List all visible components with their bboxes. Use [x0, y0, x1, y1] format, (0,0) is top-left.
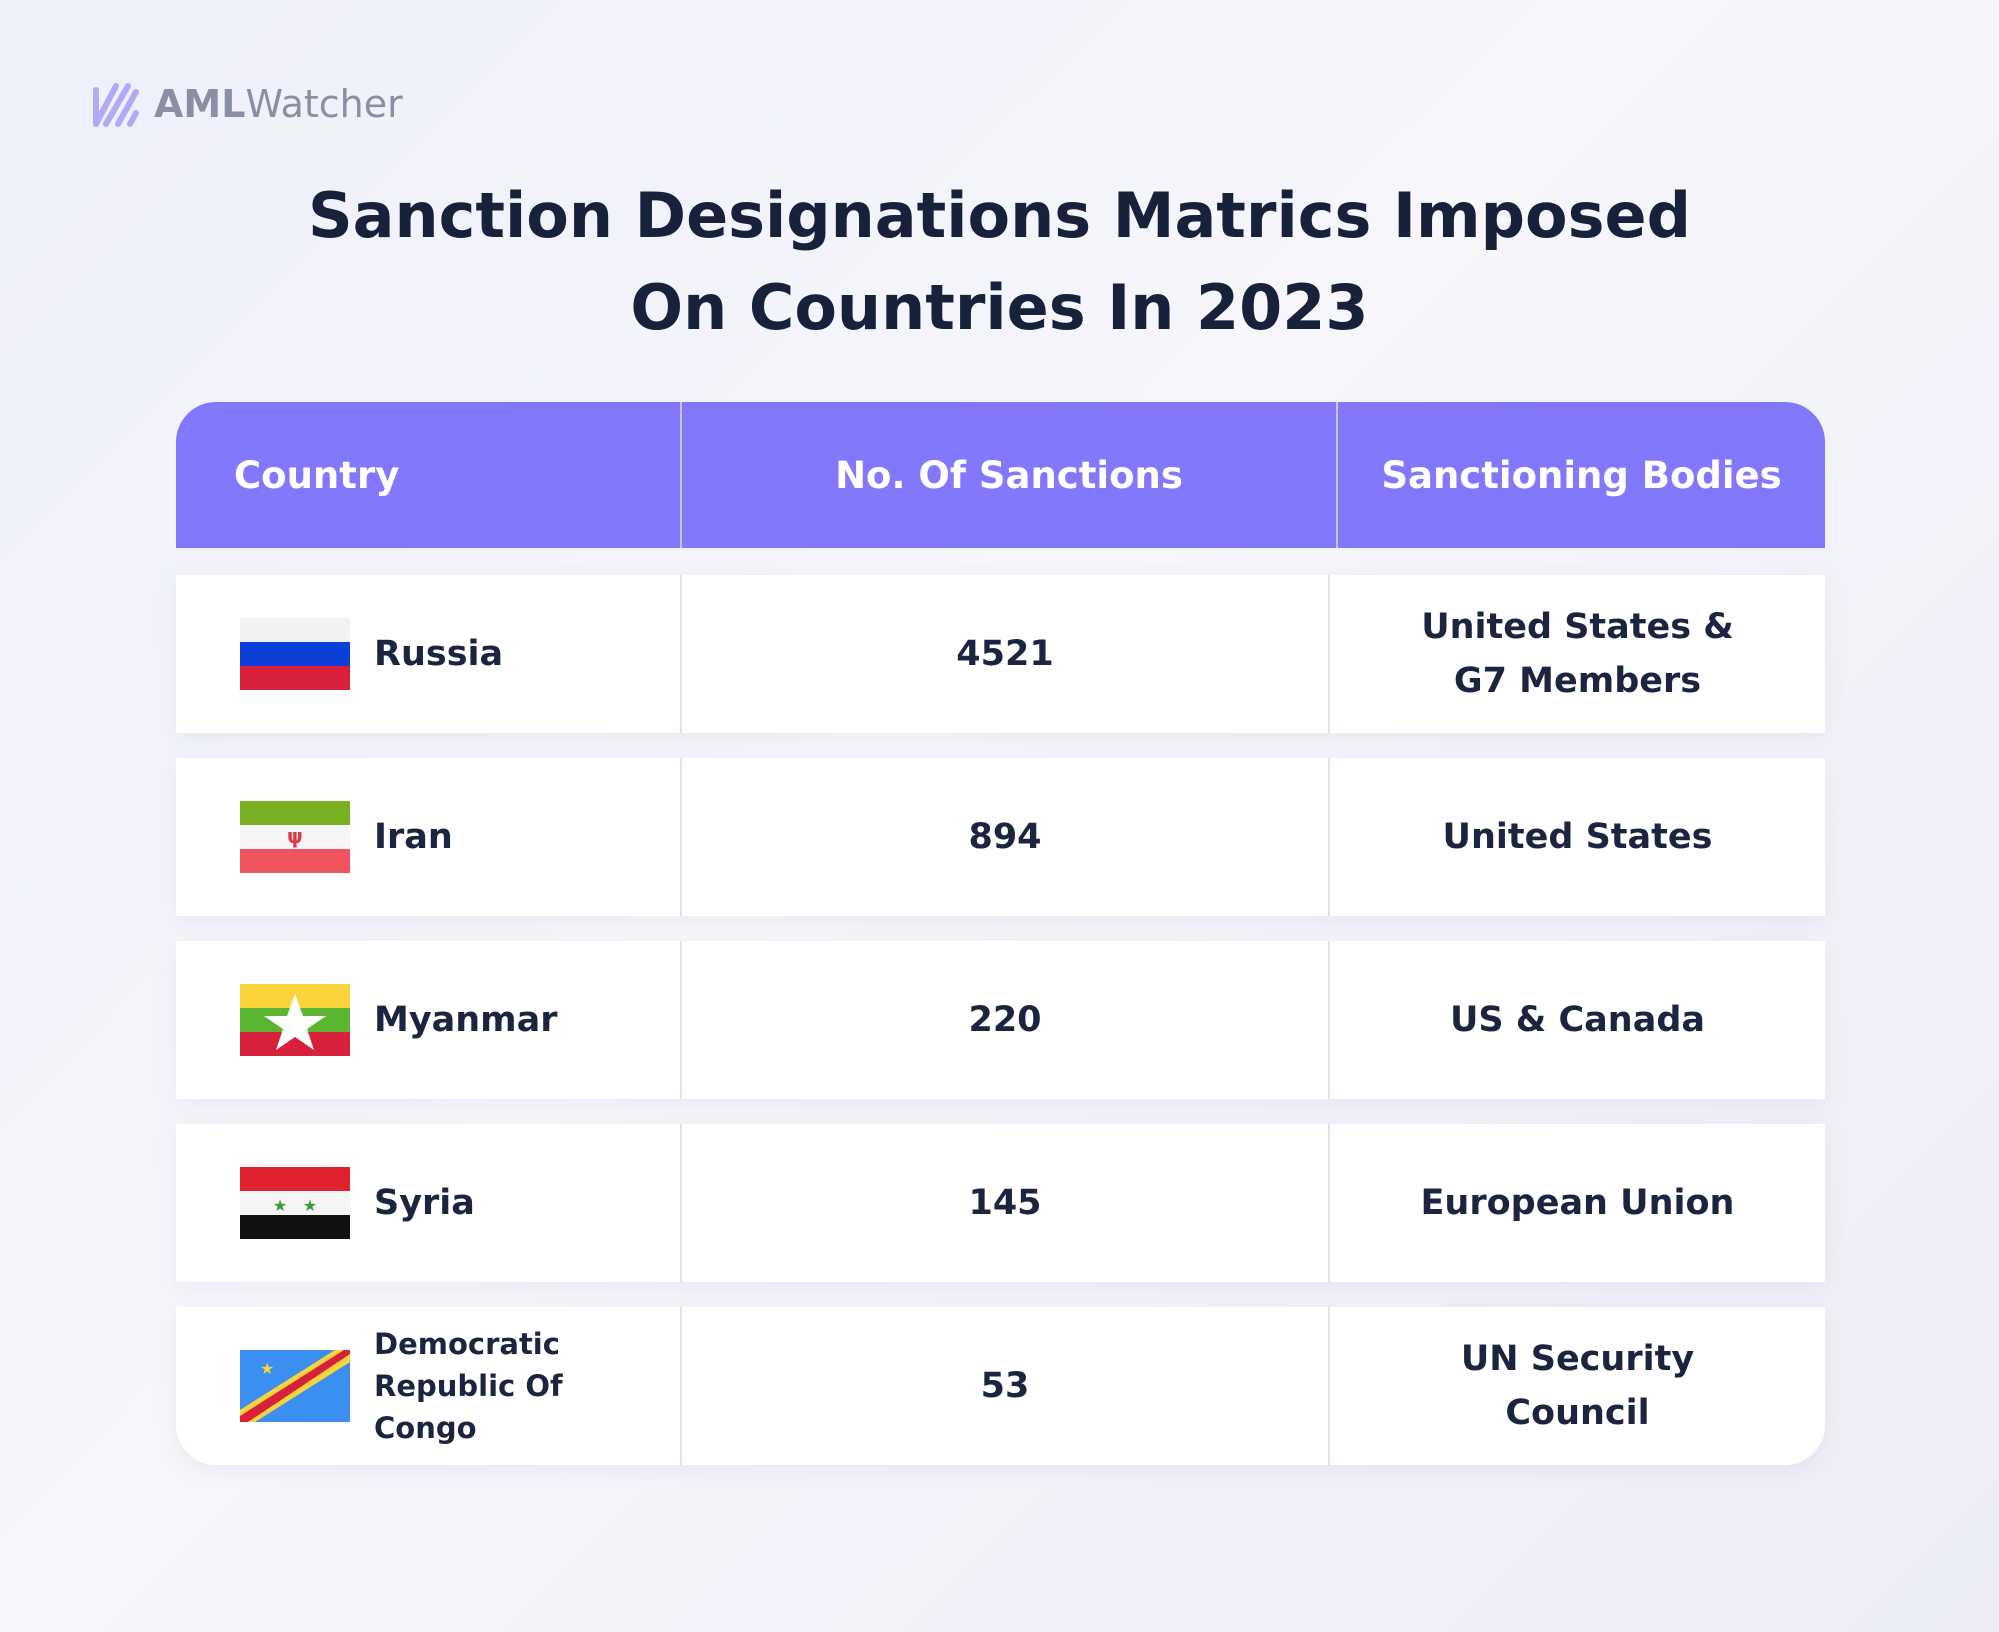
svg-text:★: ★: [273, 1196, 287, 1215]
logo-bold: AML: [154, 82, 246, 126]
logo: AMLWatcher: [92, 78, 403, 130]
column-header: Country: [176, 402, 682, 548]
flag: [240, 984, 350, 1056]
column-header: Sanctioning Bodies: [1381, 453, 1782, 497]
logo-light: Watcher: [245, 82, 403, 126]
logo-icon: [93, 83, 139, 127]
sanctions-count: 4521: [682, 575, 1330, 733]
table-header: Country No. Of Sanctions Sanctioning Bod…: [176, 402, 1825, 548]
table-row: ★ ★ Syria 145 European Union: [176, 1124, 1825, 1282]
table-row: ★ Democratic Republic Of Congo 53 UN Securi…: [176, 1307, 1825, 1465]
country-name: Democratic Republic Of Congo: [374, 1327, 563, 1445]
sanctioning-bodies: UN Security Council: [1330, 1307, 1825, 1465]
sanctioning-bodies: European Union: [1330, 1124, 1825, 1282]
flag: ★: [240, 1350, 350, 1422]
sanctioning-bodies: US & Canada: [1330, 941, 1825, 1099]
flag: ★ ★: [240, 1167, 350, 1239]
sanctions-count: 894: [682, 758, 1330, 916]
sanctioning-bodies: United States: [1330, 758, 1825, 916]
flag: [240, 618, 350, 690]
column-header: No. Of Sanctions: [682, 402, 1338, 548]
flag: ψ: [240, 801, 350, 873]
country-name: Syria: [374, 1183, 475, 1223]
sanctions-count: 145: [682, 1124, 1330, 1282]
bodies-text: United States: [1442, 817, 1713, 857]
bodies-text: European Union: [1420, 1183, 1735, 1223]
country-name: Myanmar: [374, 1000, 558, 1040]
country-cell: Russia: [176, 575, 682, 733]
svg-text:★: ★: [303, 1196, 317, 1215]
sanctioning-bodies: United States & G7 Members: [1330, 575, 1825, 733]
table-row: Myanmar 220 US & Canada: [176, 941, 1825, 1099]
country-cell: ★ ★ Syria: [176, 1124, 682, 1282]
title-line: On Countries In 2023: [630, 271, 1369, 344]
title-line: Sanction Designations Matrics Imposed: [308, 179, 1691, 252]
country-name: Iran: [374, 817, 453, 857]
table-row: ψ Iran 894 United States: [176, 758, 1825, 916]
country-cell: Myanmar: [176, 941, 682, 1099]
title: Sanction Designations Matrics Imposed On…: [0, 170, 1999, 354]
country-cell: ★ Democratic Republic Of Congo: [176, 1307, 682, 1465]
sanctions-count: 220: [682, 941, 1330, 1099]
table-row: Russia 4521 United States & G7 Members: [176, 575, 1825, 733]
bodies-text: UN Security Council: [1460, 1339, 1695, 1433]
svg-text:★: ★: [260, 1359, 274, 1378]
country-name: Russia: [374, 634, 504, 674]
svg-text:ψ: ψ: [287, 824, 303, 848]
bodies-text: US & Canada: [1449, 1000, 1706, 1040]
sanctions-count: 53: [682, 1307, 1330, 1465]
bodies-text: United States & G7 Members: [1421, 607, 1734, 701]
country-cell: ψ Iran: [176, 758, 682, 916]
